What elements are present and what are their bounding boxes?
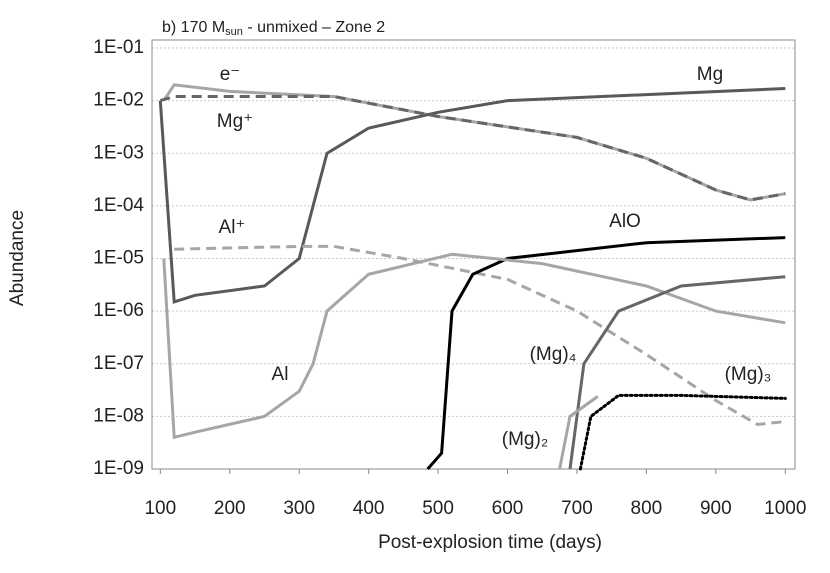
series-label: Al — [272, 364, 289, 385]
x-tick-label: 300 — [283, 498, 315, 519]
y-tick-label: 1E-08 — [93, 405, 144, 426]
x-tick-label: 200 — [214, 498, 246, 519]
y-tick-label: 1E-06 — [93, 300, 144, 321]
series-label: AlO — [609, 211, 641, 232]
title-main: b) 170 M — [162, 19, 225, 36]
x-axis-label: Post-explosion time (days) — [378, 532, 602, 553]
y-tick-label: 1E-01 — [93, 37, 144, 58]
y-tick-label: 1E-04 — [93, 195, 144, 216]
series-line — [162, 252, 786, 440]
series-line — [158, 87, 786, 304]
y-tick-label: 1E-07 — [93, 353, 144, 374]
title-sub: sun — [225, 26, 243, 38]
x-tick-label: 500 — [422, 498, 454, 519]
y-axis-label: Abundance — [7, 210, 28, 306]
series-label: (Mg)₃ — [725, 364, 772, 385]
series-label: Mg⁺ — [217, 111, 253, 132]
y-tick-label: 1E-02 — [93, 90, 144, 111]
title-rest: - unmixed – Zone 2 — [243, 19, 385, 36]
x-tick-label: 600 — [492, 498, 524, 519]
series-label: e⁻ — [220, 64, 241, 85]
x-tick-label: 100 — [144, 498, 176, 519]
x-tick-label: 900 — [700, 498, 732, 519]
series-line — [162, 83, 786, 202]
series-line — [174, 244, 786, 427]
y-tick-label: 1E-03 — [93, 142, 144, 163]
chart-title: b) 170 Msun - unmixed – Zone 2 — [162, 19, 385, 38]
series-line — [558, 395, 599, 470]
y-tick-label: 1E-09 — [93, 458, 144, 479]
x-tick-label: 400 — [353, 498, 385, 519]
y-tick-label: 1E-05 — [93, 248, 144, 269]
series-label: Mg — [697, 64, 723, 85]
plot-frame — [151, 39, 796, 470]
series-line — [426, 236, 786, 470]
x-tick-label: 1000 — [764, 498, 806, 519]
series-line — [578, 393, 787, 471]
x-tick-label: 800 — [631, 498, 663, 519]
series-line — [568, 275, 786, 470]
series-line — [159, 95, 786, 202]
x-tick-label: 700 — [561, 498, 593, 519]
series-label: (Mg)₂ — [502, 429, 548, 450]
series-label: (Mg)₄ — [530, 344, 577, 365]
series-label: Al⁺ — [219, 217, 246, 238]
